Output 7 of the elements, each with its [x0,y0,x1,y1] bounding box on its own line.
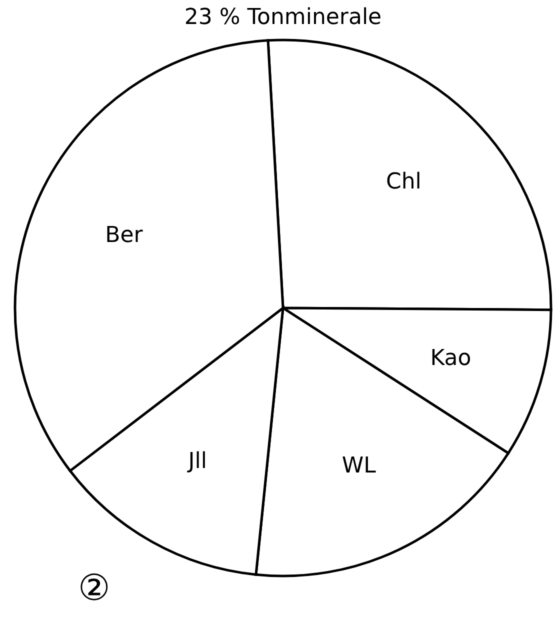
slice-label: Jll [186,448,208,474]
text: ② [78,568,110,609]
slice-label: Ber [105,222,144,248]
chart-title: 23 % Tonminerale [184,5,382,30]
slice-label: WL [342,454,377,479]
slice-label: Kao [430,346,472,371]
slice-label: Chl [386,169,422,194]
